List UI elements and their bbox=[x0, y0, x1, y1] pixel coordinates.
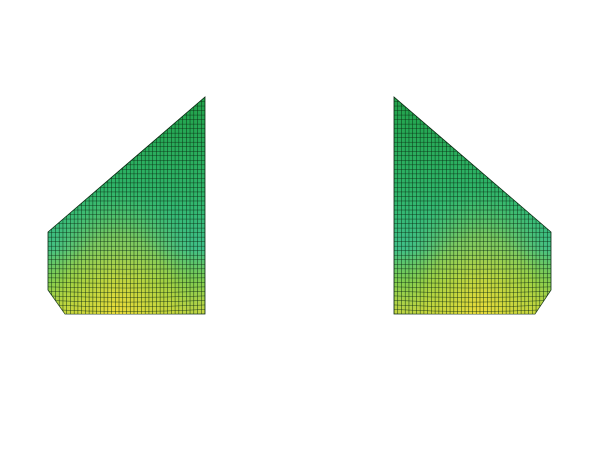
right-mesh-panel bbox=[393, 96, 552, 315]
left-mesh-panel bbox=[47, 96, 206, 315]
